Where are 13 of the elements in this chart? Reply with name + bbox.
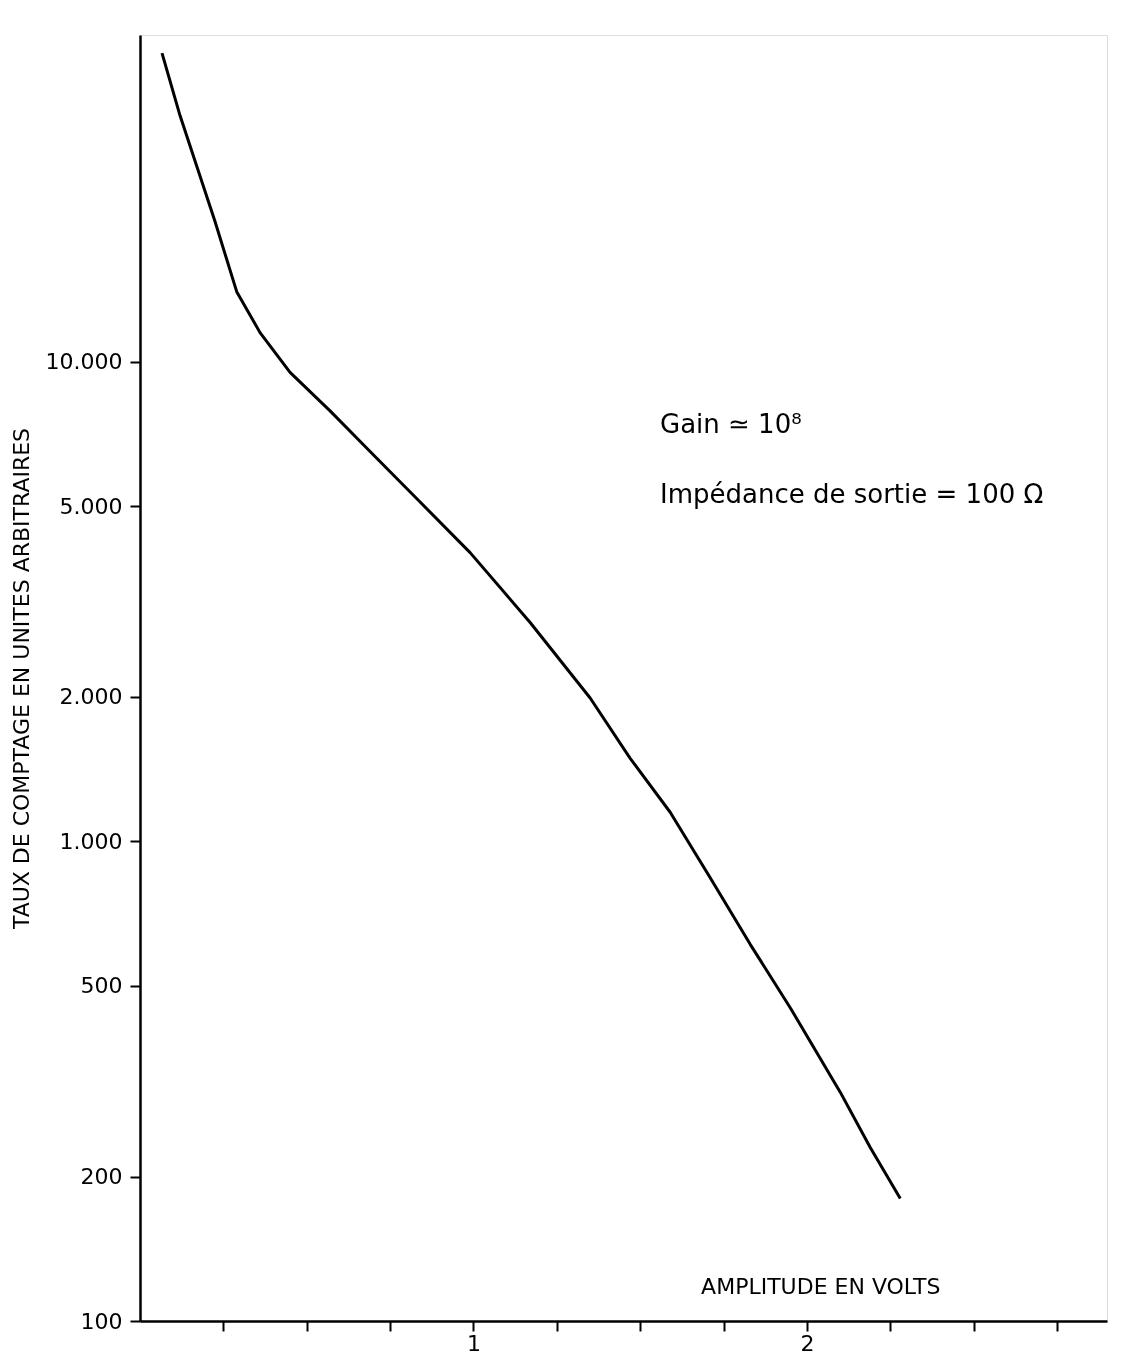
annotation: Impédance de sortie = 100 Ω (660, 479, 1044, 509)
y-tick-label: 10.000 (45, 349, 123, 375)
annotation: Gain ≃ 10⁸ (660, 409, 802, 439)
x-axis-title: AMPLITUDE EN VOLTS (701, 1273, 941, 1299)
y-tick-label: 2.000 (59, 684, 123, 710)
y-tick-label: 500 (80, 973, 123, 999)
x-tick-label: 2 (800, 1330, 815, 1356)
y-tick-label: 200 (80, 1164, 123, 1190)
y-tick-label: 5.000 (59, 493, 123, 519)
y-axis-title: TAUX DE COMPTAGE EN UNITES ARBITRAIRES (8, 427, 34, 931)
x-tick-label: 1 (466, 1330, 481, 1356)
y-tick-label: 1.000 (59, 828, 123, 854)
y-tick-label: 100 (80, 1308, 123, 1334)
